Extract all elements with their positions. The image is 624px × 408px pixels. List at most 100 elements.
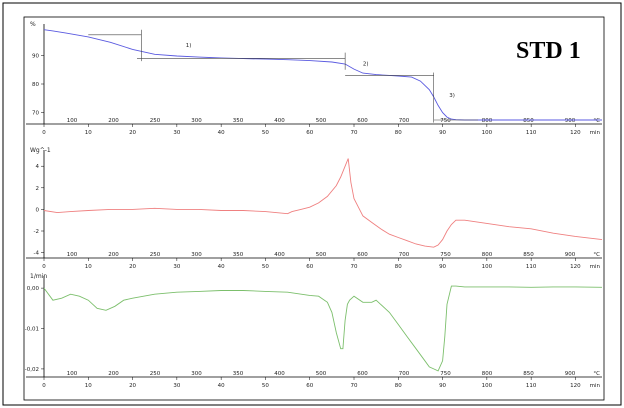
x-tick-label-dsc: 100 (482, 264, 493, 270)
temp-label-dsc: 700 (399, 252, 410, 258)
x-tick-label-dtg: 70 (351, 383, 358, 389)
temp-label-tga: 400 (274, 118, 285, 124)
x-tick-label-tga: 120 (570, 130, 581, 136)
x-tick-label-tga: 30 (173, 130, 180, 136)
temp-label-dsc: 200 (108, 252, 119, 258)
temp-label-dtg: 400 (274, 371, 285, 377)
temp-unit-label-dsc: °C (593, 252, 600, 258)
temp-label-tga: 850 (523, 118, 534, 124)
temp-label-tga: 700 (399, 118, 410, 124)
x-tick-label-dtg: 80 (395, 383, 402, 389)
x-unit-label-dsc: min (590, 264, 601, 270)
y-tick-label-tga: 80 (32, 82, 39, 88)
x-tick-label-dsc: 60 (306, 264, 313, 270)
temp-label-tga: 750 (440, 118, 451, 124)
x-tick-label-dtg: 10 (85, 383, 92, 389)
x-tick-label-dtg: 90 (439, 383, 446, 389)
temp-unit-label-tga: °C (593, 118, 600, 124)
step-annotation: 1) (186, 43, 192, 49)
temp-label-dtg: 200 (108, 371, 119, 377)
x-tick-label-dsc: 0 (42, 264, 46, 270)
temp-label-dtg: 600 (357, 371, 368, 377)
x-tick-label-tga: 90 (439, 130, 446, 136)
temp-label-dtg: 900 (565, 371, 576, 377)
temp-label-dtg: 250 (150, 371, 161, 377)
temp-label-dsc: 750 (440, 252, 451, 258)
x-tick-label-dsc: 70 (351, 264, 358, 270)
x-tick-label-tga: 20 (129, 130, 136, 136)
y-tick-label-dtg: -0,01 (25, 327, 39, 333)
temp-label-dsc: 500 (316, 252, 327, 258)
temp-label-dtg: 300 (191, 371, 202, 377)
y-tick-label-dsc: -4 (34, 251, 40, 257)
temp-label-tga: 250 (150, 118, 161, 124)
x-tick-label-tga: 50 (262, 130, 269, 136)
x-tick-label-dtg: 100 (482, 383, 493, 389)
temp-label-dsc: 350 (233, 252, 244, 258)
x-tick-label-dsc: 50 (262, 264, 269, 270)
temp-label-tga: 800 (482, 118, 493, 124)
y-tick-label-tga: 90 (32, 53, 39, 59)
temp-label-dsc: 300 (191, 252, 202, 258)
temp-label-tga: 600 (357, 118, 368, 124)
temp-label-tga: 100 (67, 118, 78, 124)
y-tick-label-tga: 70 (32, 111, 39, 117)
temp-label-dtg: 100 (67, 371, 78, 377)
x-tick-label-tga: 10 (85, 130, 92, 136)
temp-label-dsc: 400 (274, 252, 285, 258)
x-unit-label-dtg: min (590, 383, 601, 389)
chart-title: STD 1 (516, 38, 581, 64)
y-tick-label-dsc: 4 (36, 164, 40, 170)
temp-unit-label-dtg: °C (593, 371, 600, 377)
series-line-tga (43, 29, 602, 121)
step-annotation: 2) (363, 61, 369, 67)
x-tick-label-dsc: 30 (173, 264, 180, 270)
temp-label-tga: 200 (108, 118, 119, 124)
temp-label-dtg: 700 (399, 371, 410, 377)
series-line-dtg (43, 285, 603, 372)
x-tick-label-dsc: 40 (218, 264, 225, 270)
x-tick-label-dtg: 110 (526, 383, 537, 389)
temp-label-dsc: 800 (482, 252, 493, 258)
x-tick-label-dtg: 40 (218, 383, 225, 389)
y-tick-label-dsc: 2 (36, 186, 40, 192)
x-tick-label-dtg: 120 (570, 383, 581, 389)
x-tick-label-dtg: 50 (262, 383, 269, 389)
x-tick-label-tga: 110 (526, 130, 537, 136)
temp-label-tga: 900 (565, 118, 576, 124)
x-tick-label-dsc: 120 (570, 264, 581, 270)
y-axis-label-dtg: 1/min (30, 273, 47, 280)
x-tick-label-dtg: 0 (42, 383, 46, 389)
temp-label-tga: 300 (191, 118, 202, 124)
x-tick-label-tga: 60 (306, 130, 313, 136)
plot-frame (23, 16, 605, 401)
x-tick-label-dsc: 110 (526, 264, 537, 270)
y-axis-label-tga: % (30, 21, 36, 28)
step-annotation: 3) (449, 93, 455, 99)
temp-label-dtg: 500 (316, 371, 327, 377)
temp-label-dtg: 850 (523, 371, 534, 377)
temp-label-dtg: 800 (482, 371, 493, 377)
temp-label-dsc: 850 (523, 252, 534, 258)
y-tick-label-dtg: -0,02 (25, 367, 39, 373)
temp-label-dsc: 600 (357, 252, 368, 258)
y-tick-label-dsc: 0 (36, 207, 40, 213)
x-tick-label-dsc: 10 (85, 264, 92, 270)
y-tick-label-dsc: -2 (34, 229, 39, 235)
y-tick-label-dtg: 0,00 (27, 286, 40, 292)
x-tick-label-dsc: 80 (395, 264, 402, 270)
temp-label-dsc: 250 (150, 252, 161, 258)
series-line-dsc (43, 158, 603, 248)
x-tick-label-tga: 80 (395, 130, 402, 136)
x-tick-label-tga: 40 (218, 130, 225, 136)
temp-label-dsc: 100 (67, 252, 78, 258)
x-tick-label-tga: 70 (351, 130, 358, 136)
temp-label-dsc: 900 (565, 252, 576, 258)
x-tick-label-dsc: 20 (129, 264, 136, 270)
y-axis-label-dsc: Wg^-1 (30, 147, 51, 154)
x-tick-label-dtg: 30 (173, 383, 180, 389)
x-tick-label-dtg: 60 (306, 383, 313, 389)
